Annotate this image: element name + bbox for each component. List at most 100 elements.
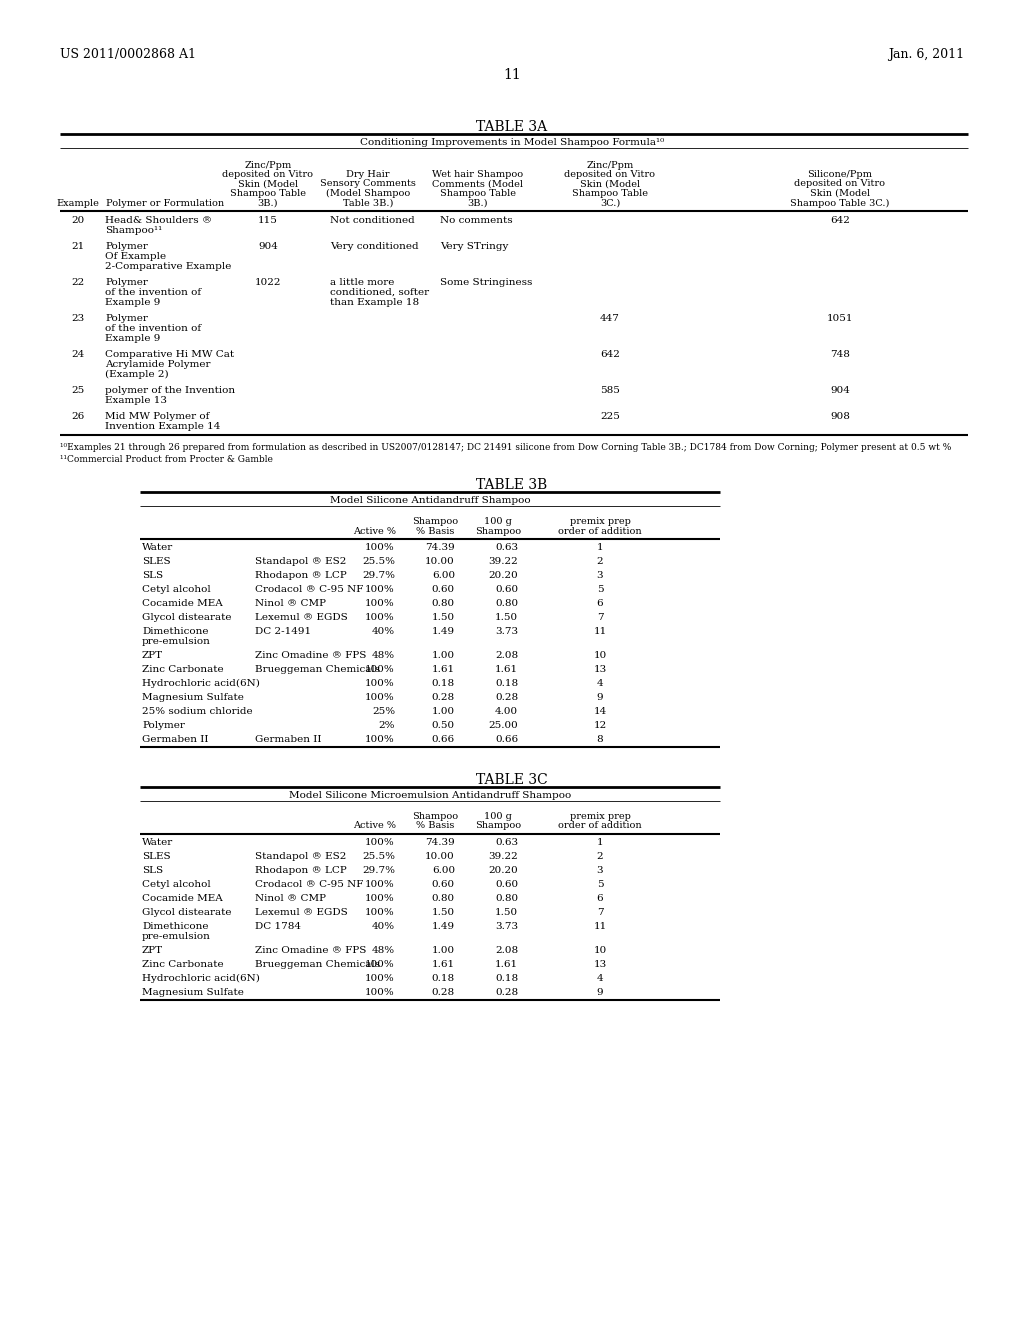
Text: 3.73: 3.73	[495, 627, 518, 636]
Text: 11: 11	[503, 69, 521, 82]
Text: 6: 6	[597, 894, 603, 903]
Text: 3: 3	[597, 866, 603, 875]
Text: order of addition: order of addition	[558, 821, 642, 830]
Text: 1.49: 1.49	[432, 921, 455, 931]
Text: 585: 585	[600, 385, 620, 395]
Text: SLS: SLS	[142, 866, 163, 875]
Text: 9: 9	[597, 693, 603, 702]
Text: Standapol ® ES2: Standapol ® ES2	[255, 851, 346, 861]
Text: 7: 7	[597, 908, 603, 917]
Text: (Model Shampoo: (Model Shampoo	[326, 189, 411, 198]
Text: No comments: No comments	[440, 216, 513, 224]
Text: 100 g: 100 g	[484, 517, 512, 525]
Text: Ninol ® CMP: Ninol ® CMP	[255, 894, 326, 903]
Text: 1.61: 1.61	[495, 665, 518, 675]
Text: Skin (Model: Skin (Model	[580, 180, 640, 189]
Text: 26: 26	[72, 412, 85, 421]
Text: 74.39: 74.39	[425, 838, 455, 847]
Text: TABLE 3A: TABLE 3A	[476, 120, 548, 135]
Text: pre-emulsion: pre-emulsion	[142, 932, 211, 941]
Text: Cetyl alcohol: Cetyl alcohol	[142, 880, 211, 888]
Text: Conditioning Improvements in Model Shampoo Formula¹⁰: Conditioning Improvements in Model Shamp…	[359, 139, 665, 147]
Text: Model Silicone Antidandruff Shampoo: Model Silicone Antidandruff Shampoo	[330, 496, 530, 506]
Text: 0.28: 0.28	[432, 693, 455, 702]
Text: of the invention of: of the invention of	[105, 323, 201, 333]
Text: 0.60: 0.60	[432, 585, 455, 594]
Text: 20.20: 20.20	[488, 866, 518, 875]
Text: 1.00: 1.00	[432, 708, 455, 715]
Text: 3: 3	[597, 572, 603, 579]
Text: polymer of the Invention: polymer of the Invention	[105, 385, 236, 395]
Text: Not conditioned: Not conditioned	[330, 216, 415, 224]
Text: Sensory Comments: Sensory Comments	[321, 180, 416, 189]
Text: 2.08: 2.08	[495, 946, 518, 954]
Text: 2: 2	[597, 557, 603, 566]
Text: Polymer: Polymer	[142, 721, 185, 730]
Text: 23: 23	[72, 314, 85, 323]
Text: ¹⁰Examples 21 through 26 prepared from formulation as described in US2007/012814: ¹⁰Examples 21 through 26 prepared from f…	[60, 444, 951, 451]
Text: 1022: 1022	[255, 279, 282, 286]
Text: 13: 13	[593, 960, 606, 969]
Text: Example 13: Example 13	[105, 396, 167, 405]
Text: pre-emulsion: pre-emulsion	[142, 638, 211, 645]
Text: of the invention of: of the invention of	[105, 288, 201, 297]
Text: Lexemul ® EGDS: Lexemul ® EGDS	[255, 908, 348, 917]
Text: than Example 18: than Example 18	[330, 298, 419, 308]
Text: 3.73: 3.73	[495, 921, 518, 931]
Text: Example: Example	[56, 198, 99, 207]
Text: 48%: 48%	[372, 946, 395, 954]
Text: Rhodapon ® LCP: Rhodapon ® LCP	[255, 866, 347, 875]
Text: 8: 8	[597, 735, 603, 744]
Text: (Example 2): (Example 2)	[105, 370, 169, 379]
Text: 904: 904	[258, 242, 278, 251]
Text: 100%: 100%	[366, 665, 395, 675]
Text: 6.00: 6.00	[432, 572, 455, 579]
Text: 100%: 100%	[366, 585, 395, 594]
Text: 3B.): 3B.)	[468, 198, 488, 207]
Text: 100%: 100%	[366, 678, 395, 688]
Text: Cocamide MEA: Cocamide MEA	[142, 894, 223, 903]
Text: 2%: 2%	[379, 721, 395, 730]
Text: 48%: 48%	[372, 651, 395, 660]
Text: Shampoo Table 3C.): Shampoo Table 3C.)	[791, 198, 890, 207]
Text: 100%: 100%	[366, 612, 395, 622]
Text: TABLE 3B: TABLE 3B	[476, 478, 548, 492]
Text: 100%: 100%	[366, 894, 395, 903]
Text: 4.00: 4.00	[495, 708, 518, 715]
Text: 748: 748	[830, 350, 850, 359]
Text: 1: 1	[597, 543, 603, 552]
Text: Very conditioned: Very conditioned	[330, 242, 419, 251]
Text: Acrylamide Polymer: Acrylamide Polymer	[105, 360, 211, 370]
Text: Ninol ® CMP: Ninol ® CMP	[255, 599, 326, 609]
Text: 100%: 100%	[366, 543, 395, 552]
Text: Water: Water	[142, 838, 173, 847]
Text: Comparative Hi MW Cat: Comparative Hi MW Cat	[105, 350, 234, 359]
Text: Standapol ® ES2: Standapol ® ES2	[255, 557, 346, 566]
Text: 908: 908	[830, 412, 850, 421]
Text: Polymer: Polymer	[105, 314, 147, 323]
Text: Example 9: Example 9	[105, 334, 161, 343]
Text: 12: 12	[593, 721, 606, 730]
Text: order of addition: order of addition	[558, 527, 642, 536]
Text: Magnesium Sulfate: Magnesium Sulfate	[142, 987, 244, 997]
Text: 1.49: 1.49	[432, 627, 455, 636]
Text: Zinc Carbonate: Zinc Carbonate	[142, 960, 223, 969]
Text: Cocamide MEA: Cocamide MEA	[142, 599, 223, 609]
Text: 447: 447	[600, 314, 620, 323]
Text: Dimethicone: Dimethicone	[142, 921, 209, 931]
Text: Crodacol ® C-95 NF: Crodacol ® C-95 NF	[255, 585, 364, 594]
Text: 100 g: 100 g	[484, 812, 512, 821]
Text: Example 9: Example 9	[105, 298, 161, 308]
Text: Glycol distearate: Glycol distearate	[142, 612, 231, 622]
Text: 5: 5	[597, 880, 603, 888]
Text: Head& Shoulders ®: Head& Shoulders ®	[105, 216, 212, 224]
Text: 6: 6	[597, 599, 603, 609]
Text: 40%: 40%	[372, 627, 395, 636]
Text: 1.00: 1.00	[432, 651, 455, 660]
Text: 1051: 1051	[826, 314, 853, 323]
Text: 25: 25	[72, 385, 85, 395]
Text: 0.80: 0.80	[495, 599, 518, 609]
Text: 100%: 100%	[366, 908, 395, 917]
Text: 0.18: 0.18	[432, 974, 455, 983]
Text: Lexemul ® EGDS: Lexemul ® EGDS	[255, 612, 348, 622]
